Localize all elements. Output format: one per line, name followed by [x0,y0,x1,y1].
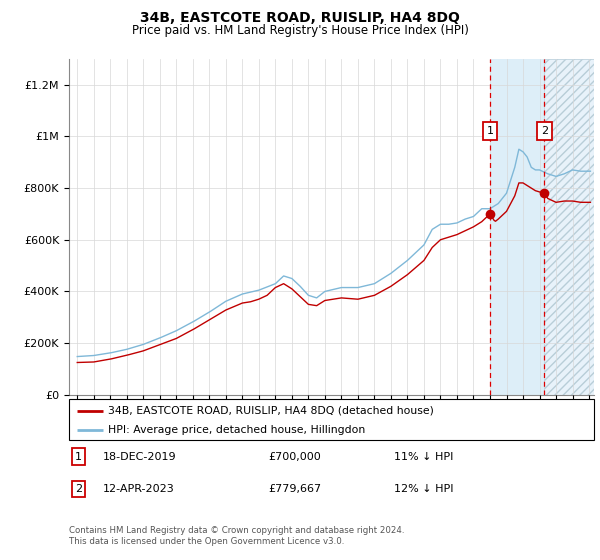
Text: 11% ↓ HPI: 11% ↓ HPI [395,451,454,461]
Text: Contains HM Land Registry data © Crown copyright and database right 2024.
This d: Contains HM Land Registry data © Crown c… [69,526,404,546]
Text: 34B, EASTCOTE ROAD, RUISLIP, HA4 8DQ (detached house): 34B, EASTCOTE ROAD, RUISLIP, HA4 8DQ (de… [109,405,434,416]
Bar [544,59,598,395]
Text: 34B, EASTCOTE ROAD, RUISLIP, HA4 8DQ: 34B, EASTCOTE ROAD, RUISLIP, HA4 8DQ [140,11,460,25]
Text: 1: 1 [487,126,493,136]
Text: 2: 2 [541,126,548,136]
Text: 12-APR-2023: 12-APR-2023 [103,484,175,494]
Text: 1: 1 [75,451,82,461]
Text: 18-DEC-2019: 18-DEC-2019 [103,451,177,461]
Text: £700,000: £700,000 [269,451,321,461]
Text: £779,667: £779,667 [269,484,322,494]
Bar [544,59,598,395]
Bar [490,59,544,395]
Text: HPI: Average price, detached house, Hillingdon: HPI: Average price, detached house, Hill… [109,424,365,435]
Text: Price paid vs. HM Land Registry's House Price Index (HPI): Price paid vs. HM Land Registry's House … [131,24,469,36]
Text: 12% ↓ HPI: 12% ↓ HPI [395,484,454,494]
Text: 2: 2 [75,484,82,494]
